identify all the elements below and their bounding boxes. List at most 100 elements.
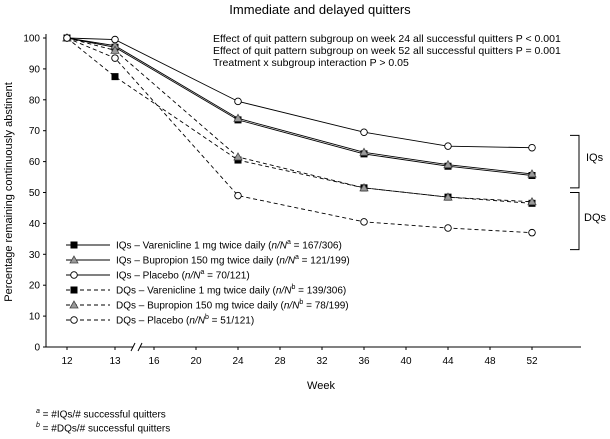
- data-point: [444, 224, 452, 232]
- x-tick-label: 32: [316, 356, 328, 367]
- data-point: [528, 228, 536, 237]
- legend-n-text: n/N: [275, 285, 292, 297]
- x-tick-label: 20: [190, 356, 202, 367]
- legend-label: DQs – Varenicline 1 mg twice daily (n/Nb…: [116, 284, 346, 296]
- data-point: [527, 169, 537, 178]
- legend-n-sup: a: [294, 254, 299, 261]
- legend-n-sup: b: [299, 299, 304, 306]
- brackets: [570, 134, 580, 251]
- legend-series-name: DQs – Bupropion 150 mg twice daily (: [116, 300, 284, 312]
- data-point: [359, 183, 369, 192]
- data-point: [233, 152, 243, 161]
- y-tick-label: 50: [29, 188, 41, 199]
- legend-series-name: IQs – Varenicline 1 mg twice daily (: [116, 240, 272, 252]
- legend-label: DQs – Bupropion 150 mg twice daily (n/Nb…: [116, 299, 349, 311]
- axis-break-mark: [130, 342, 136, 352]
- x-tick-label: 52: [526, 356, 538, 367]
- legend-marker: [70, 316, 78, 324]
- y-tick-label: 30: [29, 250, 41, 261]
- series-lines: [66, 37, 533, 234]
- series-line-3: [66, 37, 533, 149]
- footnote-b-sup: b: [36, 422, 40, 429]
- bracket-iqs: [570, 134, 580, 189]
- data-point: [444, 142, 452, 150]
- bracket-dqs: [570, 192, 580, 251]
- data-point: [234, 97, 242, 106]
- legend-n-text: n/N: [271, 240, 287, 252]
- y-tick-label: 40: [29, 219, 41, 230]
- x-tick-label: 16: [148, 356, 160, 367]
- legend-swatch: [66, 271, 110, 279]
- x-tick-label: 44: [442, 356, 454, 367]
- data-point: [360, 128, 368, 136]
- legend-marker: [69, 255, 79, 264]
- series-markers: [62, 33, 537, 237]
- data-point: [443, 159, 453, 169]
- x-tick-label: 13: [109, 356, 121, 367]
- legend-series-name: DQs – Varenicline 1 mg twice daily (: [116, 285, 276, 297]
- legend-n-value: = 121/199): [298, 255, 350, 267]
- legend-marker: [69, 300, 79, 309]
- y-tick-label: 20: [29, 281, 41, 292]
- legend-swatch: [66, 300, 110, 309]
- data-point: [233, 113, 243, 122]
- annotation-2: Effect of quit pattern subgroup on week …: [213, 45, 561, 57]
- x-axis-label: Week: [307, 380, 335, 392]
- x-tick-label: 12: [61, 356, 73, 367]
- legend-swatch: [66, 286, 110, 294]
- bracket-label-dqs: DQs: [584, 212, 606, 224]
- footnote-a-text: = #IQs/# successful quitters: [39, 409, 166, 421]
- data-point: [527, 196, 537, 206]
- data-point: [110, 45, 120, 54]
- y-tick-label: 60: [29, 157, 41, 168]
- series-line-4: [66, 37, 533, 204]
- bracket-label-iqs: IQs: [586, 152, 604, 164]
- footnote-b-text: = #DQs/# successful quitters: [39, 423, 171, 435]
- legend-n-value: = 78/199): [303, 300, 349, 312]
- y-tick-label: 90: [29, 64, 41, 75]
- x-tick-label: 24: [232, 356, 244, 367]
- legend-swatch: [66, 241, 110, 249]
- annotation-3: Treatment x subgroup interaction P > 0.0…: [213, 57, 409, 69]
- y-tick-label: 70: [29, 126, 41, 137]
- data-point: [111, 35, 119, 44]
- legend-n-value: = 70/121): [204, 270, 250, 282]
- legend-label: IQs – Placebo (n/Na = 70/121): [116, 269, 250, 281]
- annotation-1: Effect of quit pattern subgroup on week …: [213, 33, 561, 45]
- legend-n-sup: b: [291, 284, 296, 291]
- axes: [45, 34, 581, 352]
- y-tick-label: 0: [34, 343, 40, 354]
- legend-series-name: IQs – Bupropion 150 mg twice daily (: [116, 255, 280, 267]
- series-line-6: [66, 37, 533, 234]
- legend-n-sup: a: [200, 269, 205, 276]
- legend-n-text: n/N: [184, 270, 201, 282]
- footnote-a: a = #IQs/# successful quitters: [36, 408, 166, 420]
- x-tick-label: 48: [484, 356, 496, 367]
- legend-label: IQs – Bupropion 150 mg twice daily (n/Na…: [116, 254, 350, 266]
- footnote-a-sup: a: [36, 408, 40, 415]
- footnote-b: b = #DQs/# successful quitters: [36, 422, 170, 434]
- legend-marker: [70, 271, 78, 279]
- data-point: [111, 73, 119, 81]
- axis-break-mark: [137, 342, 143, 352]
- data-point: [443, 192, 453, 201]
- legend-n-sup: a: [287, 239, 291, 246]
- y-tick-label: 80: [29, 95, 41, 106]
- series-line-1: [66, 37, 533, 176]
- series-line-2: [66, 37, 533, 175]
- legend-label: DQs – Placebo (n/Nb = 51/121): [116, 314, 254, 326]
- data-point: [359, 147, 369, 156]
- data-point: [111, 54, 119, 62]
- legend-n-text: n/N: [189, 315, 205, 327]
- y-tick-label: 100: [23, 34, 40, 45]
- legend-marker: [70, 286, 78, 294]
- y-axis-label: Percentage remaining continuously abstin…: [3, 82, 15, 302]
- y-tick-label: 10: [29, 312, 41, 323]
- legend-series-name: DQs – Placebo (: [116, 315, 190, 327]
- legend-n-text: n/N: [279, 255, 295, 267]
- x-tick-label: 36: [358, 356, 370, 367]
- data-point: [360, 218, 368, 226]
- legend-n-text: n/N: [283, 300, 300, 312]
- legend-n-value: = 51/121): [208, 315, 255, 327]
